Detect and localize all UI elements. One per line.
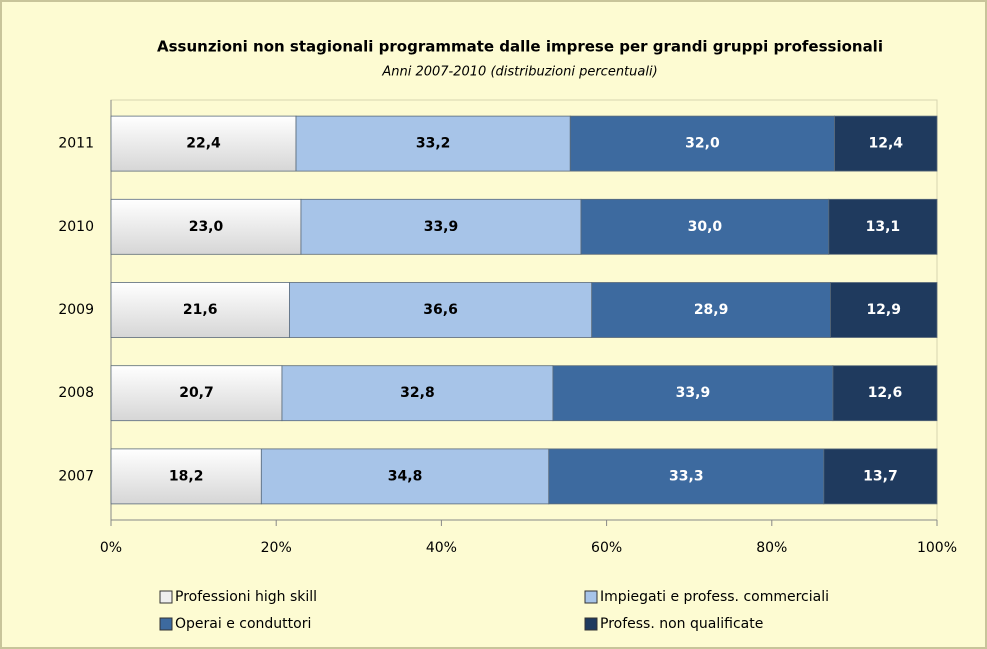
y-tick-label: 2007 — [58, 468, 94, 484]
data-label: 13,1 — [866, 219, 901, 235]
legend-label: Professioni high skill — [175, 589, 317, 605]
chart-subtitle: Anni 2007-2010 (distribuzioni percentual… — [381, 65, 657, 80]
legend-swatch — [584, 590, 598, 604]
bar-segment — [830, 282, 938, 338]
bar-segment — [110, 115, 297, 172]
data-label: 20,7 — [179, 385, 214, 401]
bar-segment — [823, 448, 938, 505]
legend-swatch — [159, 590, 173, 604]
data-label: 32,0 — [685, 136, 720, 152]
y-tick-label: 2009 — [58, 302, 94, 318]
data-label: 12,9 — [866, 302, 901, 318]
chart-title: Assunzioni non stagionali programmate da… — [157, 38, 883, 56]
bar-segment — [832, 365, 938, 422]
legend-swatch — [584, 617, 598, 631]
x-tick-label: 80% — [756, 540, 787, 556]
legend-swatch — [159, 617, 173, 631]
data-label: 33,2 — [416, 136, 451, 152]
data-label: 33,9 — [424, 219, 459, 235]
bar-segment — [110, 282, 290, 338]
data-label: 12,6 — [868, 385, 903, 401]
bar-segment — [110, 448, 262, 505]
legend-label: Impiegati e profess. commerciali — [600, 589, 829, 605]
data-label: 33,3 — [669, 468, 704, 484]
bar-segment — [552, 365, 834, 422]
bar-segment — [591, 282, 831, 338]
data-label: 30,0 — [688, 219, 723, 235]
x-tick-label: 100% — [917, 540, 957, 556]
legend-label: Profess. non qualificate — [600, 616, 763, 632]
data-label: 23,0 — [189, 219, 224, 235]
data-label: 36,6 — [423, 302, 458, 318]
bar-segment — [281, 365, 554, 422]
data-label: 12,4 — [869, 136, 904, 152]
bar-segment — [580, 198, 830, 255]
bar-segment — [548, 448, 825, 505]
data-label: 13,7 — [863, 468, 898, 484]
y-tick-label: 2010 — [58, 219, 94, 235]
data-label: 32,8 — [400, 385, 435, 401]
data-label: 28,9 — [694, 302, 729, 318]
y-tick-label: 2011 — [58, 136, 94, 152]
legend-label: Operai e conduttori — [175, 616, 311, 632]
bar-segment — [834, 115, 938, 172]
y-tick-label: 2008 — [58, 385, 94, 401]
x-tick-label: 60% — [591, 540, 622, 556]
bar-segment — [569, 115, 835, 172]
data-label: 21,6 — [183, 302, 218, 318]
data-label: 33,9 — [676, 385, 711, 401]
bar-segment — [295, 115, 571, 172]
bar-segment — [828, 198, 938, 255]
x-tick-label: 0% — [100, 540, 122, 556]
bar-segment — [110, 365, 283, 422]
x-tick-label: 20% — [261, 540, 292, 556]
data-label: 18,2 — [169, 468, 204, 484]
data-label: 22,4 — [186, 136, 221, 152]
bar-segment — [260, 448, 550, 505]
x-tick-label: 40% — [426, 540, 457, 556]
data-label: 34,8 — [388, 468, 423, 484]
bar-segment — [110, 198, 302, 255]
